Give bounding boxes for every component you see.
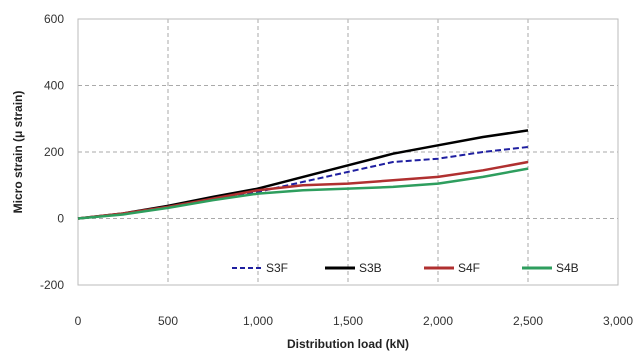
y-tick-label: 0 [57,212,64,226]
series-layer [77,129,529,220]
x-tick-label: 2,500 [513,314,543,328]
y-tick-label: 200 [44,145,64,159]
legend-label-s3f: S3F [266,261,288,275]
y-tick-label: 400 [44,79,64,93]
x-tick-label: 1,500 [333,314,363,328]
x-tick-label: 0 [75,314,82,328]
x-tick-label: 3,000 [603,314,633,328]
y-axis-title: Micro strain (μ strain) [11,91,25,214]
x-tick-label: 500 [158,314,178,328]
plot-area-border [77,18,619,286]
y-tick-label: 600 [44,12,64,26]
y-tick-label: -200 [40,278,64,292]
legend: S3F S3B S4F S4B [232,261,579,275]
x-tick-label: 2,000 [423,314,453,328]
tick-labels: 0 500 1,000 1,500 2,000 2,500 3,000 -200 0 200 400… [40,12,633,328]
x-axis-title: Distribution load (kN) [287,337,409,351]
legend-label-s4f: S4F [458,261,480,275]
legend-label-s3b: S3B [359,261,382,275]
series-line-s3f [77,146,529,220]
legend-label-s4b: S4B [556,261,579,275]
grid [78,19,618,285]
series-line-s4b [77,167,529,220]
x-tick-label: 1,000 [243,314,273,328]
